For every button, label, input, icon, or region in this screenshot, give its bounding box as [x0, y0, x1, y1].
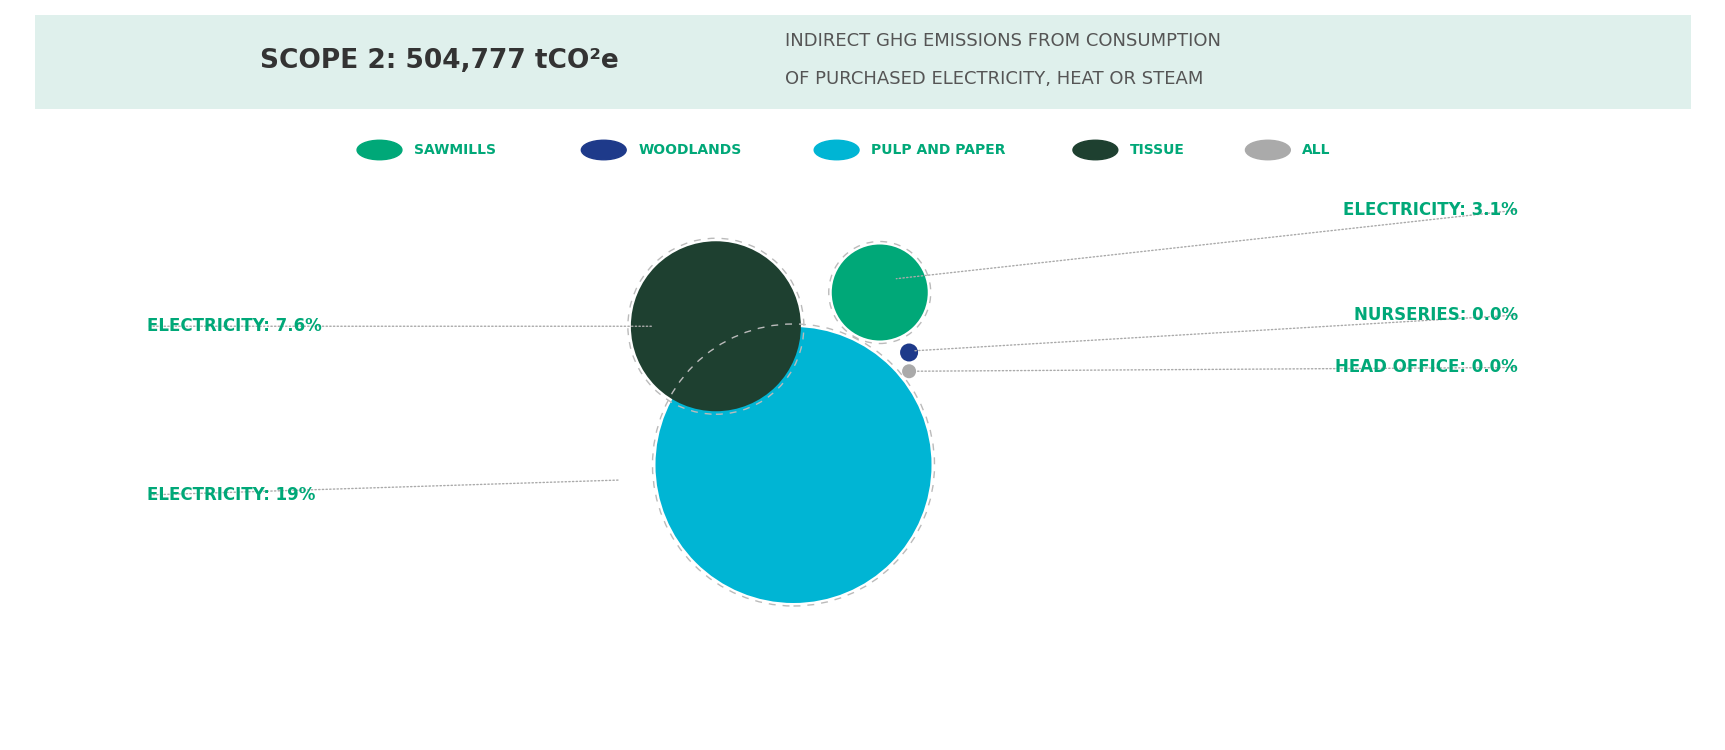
Ellipse shape [631, 242, 800, 411]
FancyBboxPatch shape [34, 15, 1690, 109]
Circle shape [357, 140, 402, 160]
Text: HEAD OFFICE: 0.0%: HEAD OFFICE: 0.0% [1335, 358, 1518, 376]
Text: TISSUE: TISSUE [1130, 143, 1185, 157]
Circle shape [581, 140, 626, 160]
Ellipse shape [656, 327, 932, 603]
Text: ELECTRICITY: 3.1%: ELECTRICITY: 3.1% [1344, 201, 1518, 219]
Text: OF PURCHASED ELECTRICITY, HEAT OR STEAM: OF PURCHASED ELECTRICITY, HEAT OR STEAM [785, 70, 1204, 88]
Text: ELECTRICITY: 7.6%: ELECTRICITY: 7.6% [147, 317, 321, 335]
Text: WOODLANDS: WOODLANDS [638, 143, 742, 157]
Circle shape [1245, 140, 1290, 160]
Ellipse shape [831, 244, 928, 340]
Ellipse shape [902, 364, 916, 378]
Text: SAWMILLS: SAWMILLS [414, 143, 497, 157]
Text: NURSERIES: 0.0%: NURSERIES: 0.0% [1354, 306, 1518, 324]
Text: INDIRECT GHG EMISSIONS FROM CONSUMPTION: INDIRECT GHG EMISSIONS FROM CONSUMPTION [785, 32, 1221, 50]
Text: PULP AND PAPER: PULP AND PAPER [871, 143, 1006, 157]
Text: SCOPE 2: 504,777 tCO²e: SCOPE 2: 504,777 tCO²e [260, 49, 619, 74]
Ellipse shape [900, 344, 918, 362]
Circle shape [1073, 140, 1118, 160]
Circle shape [814, 140, 859, 160]
Text: ELECTRICITY: 19%: ELECTRICITY: 19% [147, 486, 316, 504]
Text: ALL: ALL [1302, 143, 1332, 157]
